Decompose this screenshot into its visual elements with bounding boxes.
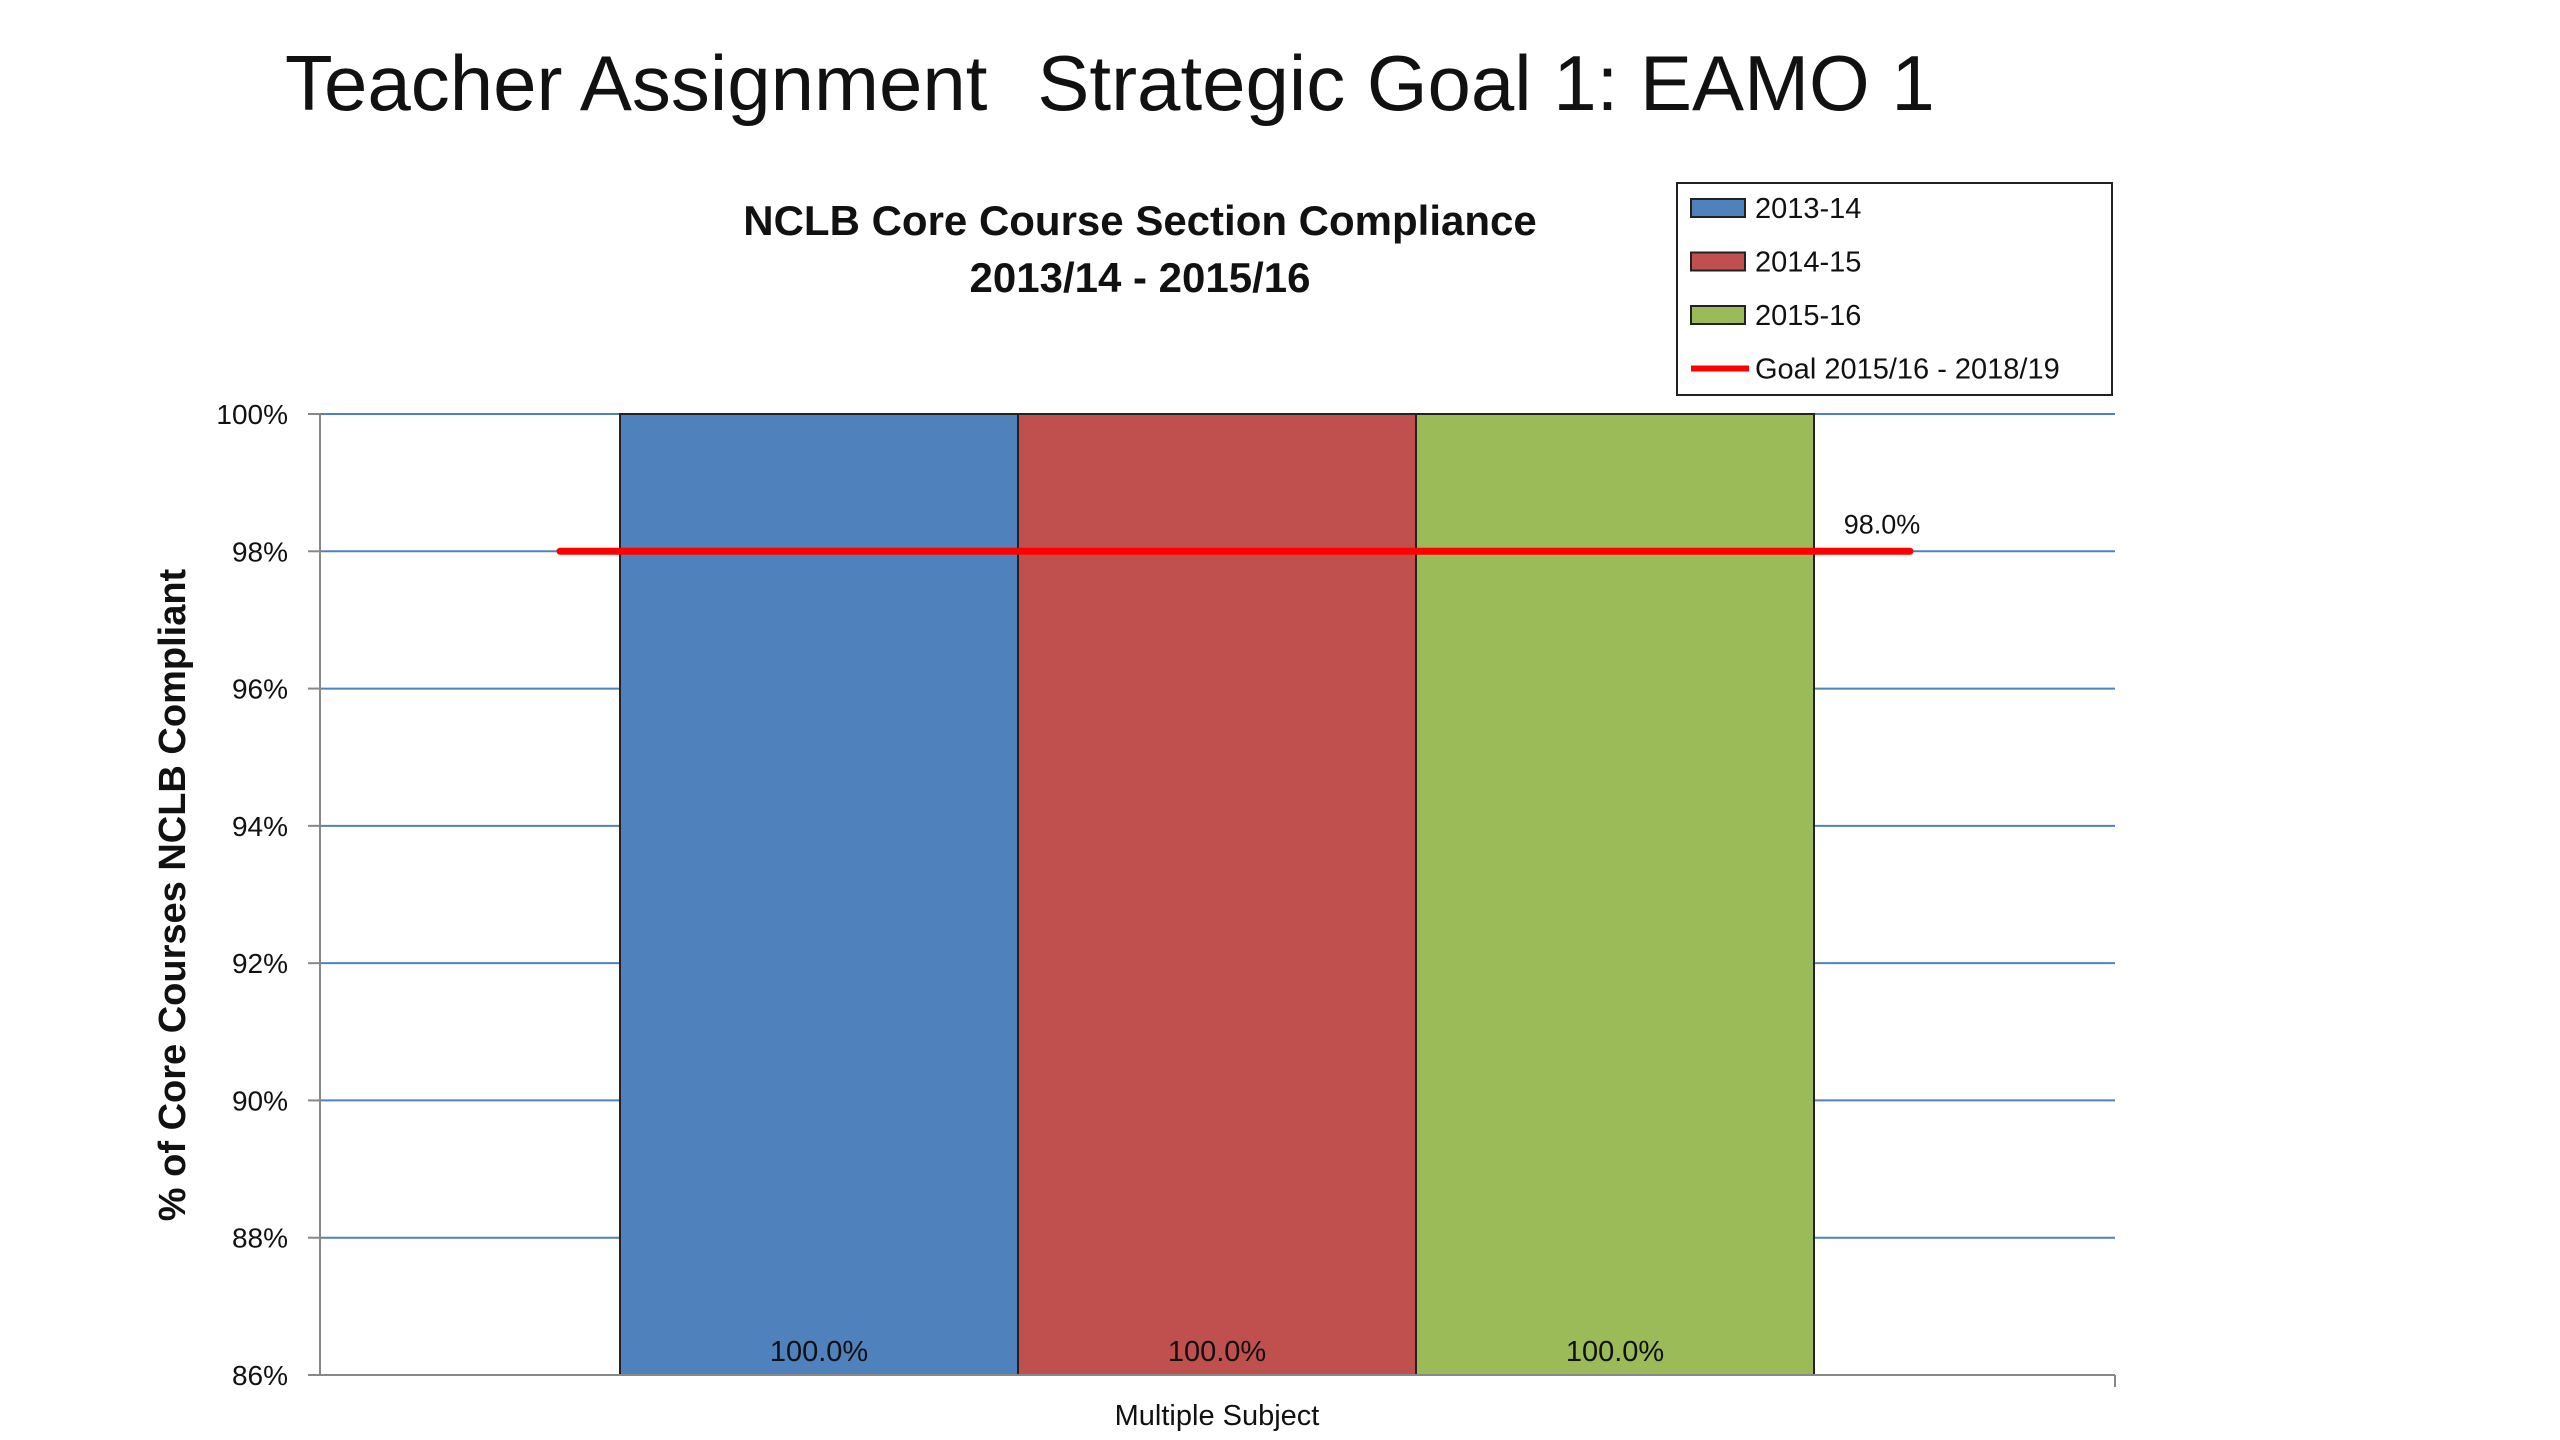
slide-title-left: Teacher Assignment <box>285 39 988 127</box>
y-tick-label: 92% <box>232 948 288 979</box>
y-tick-label: 98% <box>232 536 288 567</box>
slide-title-right: Strategic Goal 1: EAMO 1 <box>1037 39 1935 127</box>
bar-data-label: 100.0% <box>1168 1336 1266 1368</box>
axes <box>308 413 2116 1387</box>
y-tick-label: 88% <box>232 1223 288 1254</box>
legend-label: Goal 2015/16 - 2018/19 <box>1755 354 2060 386</box>
legend-label: 2015-16 <box>1755 300 1861 332</box>
x-category-label: Multiple Subject <box>1115 1400 1320 1432</box>
legend-label: 2013-14 <box>1755 193 1861 225</box>
y-tick-label: 100% <box>216 399 288 430</box>
bar-data-label: 100.0% <box>1566 1336 1664 1368</box>
bar-2015-16 <box>1415 413 1815 1376</box>
bar-2014-15 <box>1017 413 1417 1376</box>
legend-swatch <box>1690 251 1746 272</box>
y-tick-label: 86% <box>232 1360 288 1391</box>
bar-2013-14 <box>619 413 1019 1376</box>
legend: 2013-14 2014-15 2015-16 Goal 2015/16 - 2018… <box>1676 182 2113 396</box>
bars <box>556 413 1914 1376</box>
y-tick-label: 90% <box>232 1085 288 1116</box>
legend-box <box>1676 182 2113 396</box>
labels: 86% 88% 90% 92% 94% 96% 98% 100% 100.0% 100.0% 100… <box>152 197 1920 1432</box>
slide-title: Teacher Assignment Strategic Goal 1: EAMO… <box>285 38 1935 129</box>
chart-title-line: 2013/14 - 2015/16 <box>970 254 1311 301</box>
legend-swatch <box>1690 305 1746 325</box>
y-axis-label: % of Core Courses NCLB Compliant <box>152 568 194 1221</box>
legend-swatch <box>1690 198 1746 218</box>
y-tick-label: 96% <box>232 674 288 705</box>
chart-title-line: NCLB Core Course Section Compliance <box>743 197 1536 244</box>
legend-label: 2014-15 <box>1755 247 1861 279</box>
goal-line-label: 98.0% <box>1844 509 1921 539</box>
y-tick-label: 94% <box>232 811 288 842</box>
bar-data-label: 100.0% <box>770 1336 868 1368</box>
